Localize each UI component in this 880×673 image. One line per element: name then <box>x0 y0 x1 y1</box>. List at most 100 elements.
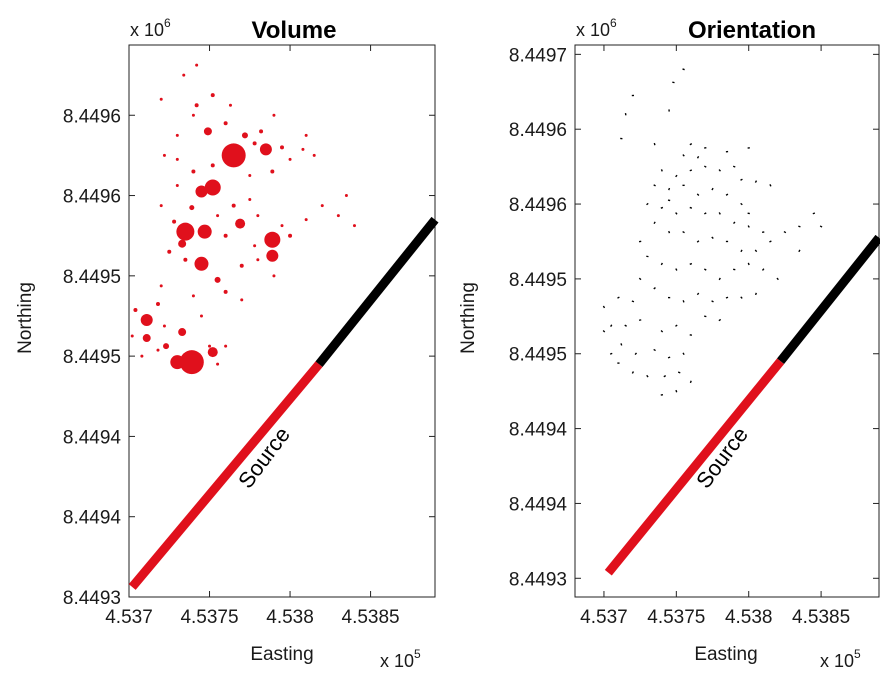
volume-marker <box>172 219 177 224</box>
volume-marker <box>223 121 228 126</box>
volume-marker <box>159 97 163 101</box>
orientation-segment <box>682 352 685 356</box>
volume-marker <box>304 218 308 222</box>
orientation-segment <box>646 202 649 206</box>
orientation-segment <box>653 221 656 225</box>
volume-marker <box>179 350 204 375</box>
orientation-segment <box>754 249 758 253</box>
orientation-y-tick-label: 8.4494 <box>509 420 568 441</box>
volume-marker <box>130 334 134 338</box>
orientation-y-tick-label: 8.4495 <box>509 270 567 291</box>
orientation-segment <box>696 155 700 159</box>
volume-marker <box>235 218 246 229</box>
volume-marker <box>288 233 293 238</box>
volume-source-red-segment <box>128 361 323 590</box>
volume-marker <box>248 198 252 202</box>
volume-marker <box>208 344 212 348</box>
volume-marker <box>170 355 185 370</box>
orientation-segment <box>646 374 649 378</box>
volume-marker <box>197 224 212 239</box>
orientation-segment <box>653 184 656 187</box>
volume-marker <box>175 184 179 188</box>
volume-marker <box>133 307 138 312</box>
orientation-segment <box>653 348 656 352</box>
volume-marker <box>256 258 260 262</box>
orientation-y-tick-label: 8.4494 <box>509 494 568 515</box>
orientation-x-multiplier-base: x 10 <box>820 651 854 671</box>
orientation-y-tick-label: 8.4496 <box>509 120 567 141</box>
orientation-segment <box>783 230 787 234</box>
volume-marker <box>182 73 186 77</box>
volume-marker <box>223 289 228 294</box>
volume-x-multiplier: x 105 <box>380 647 421 671</box>
orientation-segment <box>740 202 743 206</box>
orientation-y-tick-label: 8.4495 <box>509 345 567 366</box>
volume-marker <box>191 169 196 174</box>
volume-y-tick-label: 8.4496 <box>63 187 121 208</box>
volume-marker <box>191 294 195 298</box>
orientation-segment <box>638 277 642 281</box>
orientation-segment <box>819 225 823 228</box>
orientation-segment <box>703 212 707 215</box>
orientation-segment <box>776 277 779 281</box>
volume-marker <box>256 214 260 218</box>
volume-marker <box>221 143 246 168</box>
volume-y-multiplier-base: x 10 <box>130 20 164 40</box>
volume-marker <box>162 324 166 328</box>
orientation-segment <box>747 225 750 228</box>
orientation-segment <box>711 236 714 239</box>
orientation-y-tick-label: 8.4493 <box>509 569 567 590</box>
volume-marker <box>288 157 292 161</box>
volume-marker <box>194 103 199 108</box>
volume-y-tick-label: 8.4493 <box>63 588 121 609</box>
volume-panel: 4.537 4.5375 4.538 4.5385 8.4496 8.4496 8.4495… <box>15 16 439 671</box>
volume-y-tick-label: 8.4495 <box>63 267 121 288</box>
volume-marker <box>175 133 179 137</box>
orientation-segment <box>740 249 743 253</box>
volume-x-tick-label: 4.5375 <box>180 607 238 628</box>
volume-marker <box>189 205 195 211</box>
volume-y-tick-label: 8.4494 <box>63 427 122 448</box>
orientation-segment <box>624 324 627 327</box>
orientation-segment <box>718 212 721 215</box>
orientation-y-multiplier-exp: 6 <box>610 16 617 30</box>
orientation-ylabel: Northing <box>458 282 479 354</box>
orientation-segment <box>718 318 722 322</box>
volume-marker <box>252 141 257 146</box>
volume-y-multiplier-exp: 6 <box>164 16 171 30</box>
volume-marker <box>195 185 208 198</box>
orientation-segment <box>675 268 678 271</box>
orientation-segment <box>610 324 613 327</box>
volume-marker <box>159 284 163 288</box>
volume-plot-frame <box>128 44 436 598</box>
orientation-segment <box>769 184 772 187</box>
volume-marker <box>163 343 170 350</box>
orientation-segment <box>617 296 620 299</box>
volume-marker <box>162 153 166 157</box>
volume-marker <box>223 233 228 238</box>
orientation-segment <box>660 262 664 266</box>
volume-marker <box>178 328 187 337</box>
orientation-x-multiplier: x 105 <box>820 647 861 671</box>
orientation-segment <box>631 371 635 374</box>
volume-marker <box>216 362 220 366</box>
orientation-segment <box>682 154 685 157</box>
volume-title: Volume <box>252 17 337 44</box>
volume-marker <box>352 224 356 228</box>
volume-marker <box>203 127 212 136</box>
volume-marker <box>280 145 284 150</box>
orientation-y-tick-label: 8.4497 <box>509 45 567 66</box>
orientation-segments <box>602 68 823 396</box>
orientation-segment <box>761 268 765 271</box>
volume-marker <box>167 249 172 254</box>
volume-marker <box>140 313 153 326</box>
volume-y-multiplier: x 106 <box>130 16 171 40</box>
orientation-segment <box>689 143 693 146</box>
volume-marker <box>155 301 160 306</box>
orientation-y-multiplier: x 106 <box>576 16 617 40</box>
orientation-xlabel: Easting <box>694 644 757 665</box>
orientation-segment <box>696 193 700 196</box>
orientation-segment <box>696 240 700 243</box>
volume-x-multiplier-base: x 10 <box>380 651 414 671</box>
volume-marker <box>178 239 187 248</box>
